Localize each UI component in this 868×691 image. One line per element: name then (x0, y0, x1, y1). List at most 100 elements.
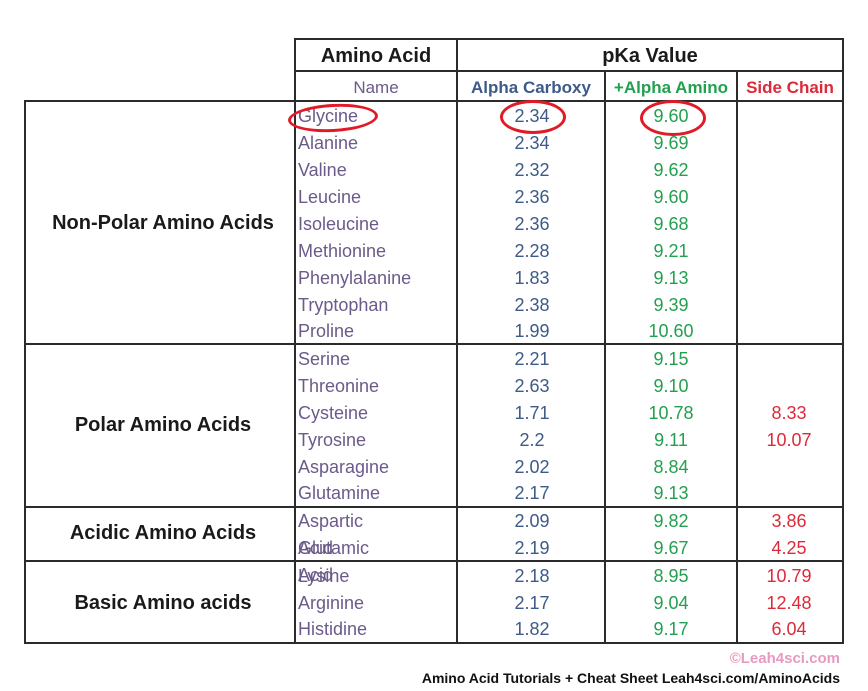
alpha-amino-value: 10.78 (648, 403, 694, 423)
alpha-carboxy-value: 2.09 (514, 511, 550, 531)
alpha-amino-value: 9.10 (653, 376, 689, 396)
alpha-carboxy-value: 2.38 (514, 295, 550, 315)
alpha-amino-value: 9.04 (653, 593, 689, 613)
amino-acid-name: Alanine (298, 133, 359, 153)
header-alpha-carboxy: Alpha Carboxy (471, 78, 591, 97)
side-chain-value: 10.79 (766, 566, 812, 586)
footer-credit: Amino Acid Tutorials + Cheat Sheet Leah4… (421, 670, 840, 686)
group-divider-3 (24, 560, 844, 562)
alpha-amino-value: 9.15 (653, 349, 689, 369)
amino-acid-name: Phenylalanine (298, 268, 412, 288)
group-divider-2 (24, 506, 844, 508)
alpha-carboxy-value: 2.34 (514, 133, 550, 153)
alpha-carboxy-value: 2.28 (514, 241, 550, 261)
side-chain-value (736, 454, 842, 481)
header-side-chain: Side Chain (746, 78, 834, 97)
alpha-amino-value: 9.17 (653, 619, 689, 639)
alpha-amino-value: 9.21 (653, 241, 689, 261)
alpha-amino-value: 9.13 (653, 268, 689, 288)
amino-acid-name: Aspartic Acid (298, 511, 364, 558)
alpha-amino-value: 9.68 (653, 214, 689, 234)
amino-acid-name: Glutamic Acid (298, 538, 370, 585)
alpha-carboxy-value: 2.19 (514, 538, 550, 558)
alpha-carboxy-value: 2.21 (514, 349, 550, 369)
side-chain-value: 10.07 (766, 430, 812, 450)
amino-acid-name: Glycine (298, 106, 359, 126)
amino-acid-name: Tyrosine (298, 430, 367, 450)
column-divider-side (736, 72, 738, 644)
alpha-carboxy-value: 2.18 (514, 566, 550, 586)
alpha-amino-value: 9.69 (653, 133, 689, 153)
side-chain-value: 12.48 (766, 593, 812, 613)
alpha-amino-value: 10.60 (648, 321, 694, 341)
table-border-header-bottom (24, 100, 844, 102)
alpha-amino-value: 8.95 (653, 566, 689, 586)
amino-acid-name: Valine (298, 160, 347, 180)
alpha-amino-value: 9.11 (654, 430, 688, 450)
group-label-acidic: Acidic Amino Acids (69, 522, 257, 544)
alpha-carboxy-value: 2.36 (514, 214, 550, 234)
group-divider-1 (24, 343, 844, 345)
table-border-right (842, 38, 844, 644)
column-divider-carboxy (456, 38, 458, 644)
side-chain-value (736, 265, 842, 292)
alpha-carboxy-value: 2.02 (514, 457, 550, 477)
table-border-bottom (24, 642, 844, 644)
header-amino-acid: Amino Acid (320, 45, 432, 67)
alpha-carboxy-value: 2.63 (514, 376, 550, 396)
copyright-text: ©Leah4sci.com (729, 650, 840, 667)
alpha-amino-value: 9.67 (653, 538, 689, 558)
side-chain-value: 4.25 (771, 538, 807, 558)
side-chain-value (736, 211, 842, 238)
table-border-top (294, 38, 844, 40)
side-chain-value (736, 238, 842, 265)
side-chain-value: 3.86 (771, 511, 807, 531)
alpha-carboxy-value: 2.2 (519, 430, 545, 450)
alpha-carboxy-value: 2.17 (514, 483, 550, 503)
side-chain-value (736, 373, 842, 400)
alpha-amino-value: 9.39 (653, 295, 689, 315)
header-name: Name (353, 78, 399, 97)
amino-acid-name: Histidine (298, 619, 368, 639)
amino-acid-name: Threonine (298, 376, 380, 396)
amino-acid-name: Arginine (298, 593, 365, 613)
alpha-amino-value: 8.84 (653, 457, 689, 477)
group-label-basic: Basic Amino acids (74, 592, 252, 614)
amino-acid-name: Cysteine (298, 403, 369, 423)
annotation-circle-amino (640, 100, 706, 136)
side-chain-value (736, 130, 842, 157)
side-chain-value: 8.33 (771, 403, 807, 423)
column-divider-name (294, 38, 296, 644)
amino-acid-name: Methionine (298, 241, 387, 261)
side-chain-value (736, 103, 842, 130)
amino-acid-name: Asparagine (298, 457, 390, 477)
annotation-circle-carboxy (500, 100, 566, 134)
header-pka-value: pKa Value (602, 45, 698, 67)
alpha-carboxy-value: 1.99 (514, 321, 550, 341)
alpha-carboxy-value: 1.71 (514, 403, 550, 423)
alpha-carboxy-value: 2.36 (514, 187, 550, 207)
header-alpha-amino: +Alpha Amino (613, 78, 729, 97)
amino-acid-name: Serine (298, 349, 351, 369)
amino-acid-name: Glutamine (298, 483, 381, 503)
side-chain-value: 6.04 (771, 619, 807, 639)
amino-acid-name: Isoleucine (298, 214, 380, 234)
side-chain-value (736, 184, 842, 211)
table-border-header-split (294, 70, 844, 72)
amino-acid-name: Proline (298, 321, 355, 341)
alpha-amino-value: 9.60 (653, 187, 689, 207)
group-label-polar: Polar Amino Acids (74, 414, 252, 436)
alpha-carboxy-value: 2.17 (514, 593, 550, 613)
side-chain-value (736, 480, 842, 507)
amino-acid-name: Lysine (298, 566, 350, 586)
side-chain-value (736, 318, 842, 345)
amino-acid-name: Tryptophan (298, 295, 389, 315)
alpha-carboxy-value: 2.32 (514, 160, 550, 180)
side-chain-value (736, 346, 842, 373)
side-chain-value (736, 157, 842, 184)
alpha-amino-value: 9.82 (653, 511, 689, 531)
amino-acid-name: Leucine (298, 187, 362, 207)
side-chain-value (736, 292, 842, 319)
table-border-left (24, 100, 26, 644)
alpha-amino-value: 9.62 (653, 160, 689, 180)
